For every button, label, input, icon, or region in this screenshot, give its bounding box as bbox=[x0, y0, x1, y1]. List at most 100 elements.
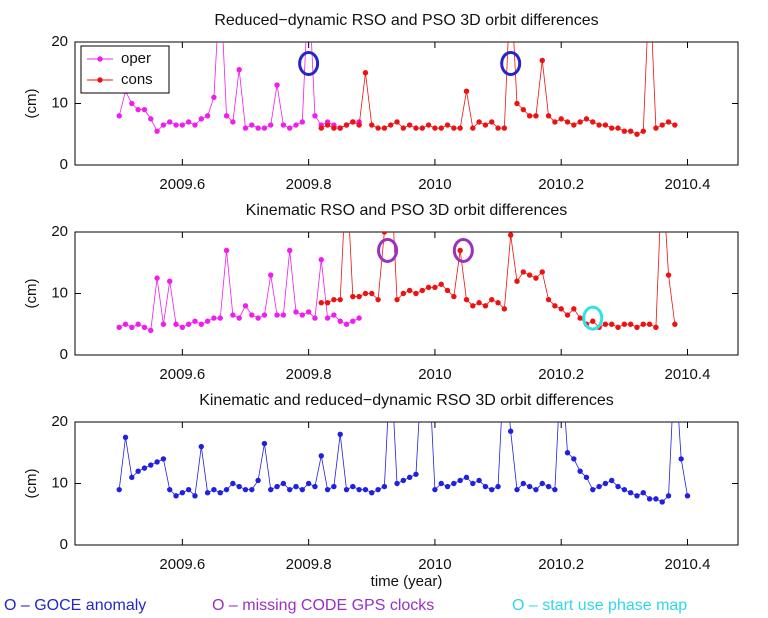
data-point bbox=[129, 324, 135, 331]
data-point bbox=[514, 486, 520, 493]
data-point bbox=[167, 278, 173, 284]
data-point bbox=[457, 477, 463, 484]
data-point bbox=[539, 480, 545, 487]
data-point bbox=[274, 312, 280, 318]
data-point bbox=[489, 119, 495, 125]
x-tick-label: 2009.6 bbox=[159, 556, 205, 573]
data-point bbox=[634, 324, 640, 331]
data-point bbox=[388, 122, 394, 128]
data-point bbox=[520, 269, 527, 275]
data-point bbox=[356, 315, 362, 321]
legend-dot bbox=[97, 77, 103, 83]
data-point bbox=[470, 480, 476, 487]
data-point bbox=[148, 116, 154, 122]
data-point bbox=[179, 324, 186, 331]
data-point bbox=[141, 106, 148, 113]
data-point bbox=[344, 168, 349, 173]
data-point bbox=[558, 306, 564, 312]
data-point bbox=[457, 125, 463, 131]
y-tick-label: 10 bbox=[51, 284, 68, 301]
x-tick-label: 2009.8 bbox=[286, 366, 332, 383]
y-axis-label: (cm) bbox=[23, 89, 40, 119]
data-point bbox=[609, 125, 615, 131]
data-point bbox=[406, 122, 413, 128]
data-point bbox=[223, 486, 230, 493]
data-point bbox=[653, 125, 659, 131]
data-point bbox=[406, 474, 413, 481]
data-point bbox=[249, 486, 255, 493]
data-point bbox=[217, 315, 223, 321]
data-point bbox=[116, 486, 122, 493]
data-point bbox=[293, 309, 299, 315]
data-point bbox=[356, 122, 362, 128]
data-point bbox=[564, 119, 571, 125]
data-point bbox=[590, 119, 596, 125]
data-point bbox=[526, 272, 533, 278]
data-point bbox=[432, 125, 438, 131]
y-tick-label: 0 bbox=[60, 346, 68, 363]
data-point bbox=[318, 256, 324, 263]
data-point bbox=[621, 128, 628, 134]
data-point bbox=[293, 483, 299, 490]
data-point bbox=[173, 122, 179, 128]
data-point bbox=[255, 477, 261, 484]
data-point bbox=[602, 480, 609, 487]
data-point bbox=[406, 287, 413, 294]
data-point bbox=[438, 281, 444, 287]
data-point bbox=[350, 318, 356, 324]
data-point bbox=[299, 486, 306, 493]
data-point bbox=[154, 128, 160, 134]
data-point bbox=[659, 499, 665, 505]
data-point bbox=[678, 456, 684, 462]
legend-dot bbox=[97, 56, 103, 62]
data-point bbox=[154, 275, 160, 281]
data-point bbox=[400, 290, 407, 297]
data-point bbox=[501, 306, 508, 312]
data-point bbox=[369, 122, 375, 128]
data-point bbox=[318, 453, 324, 459]
y-axis-label: (cm) bbox=[23, 469, 40, 499]
data-point bbox=[388, 168, 393, 173]
data-point bbox=[381, 125, 388, 131]
data-point bbox=[438, 480, 444, 487]
plot-frame bbox=[74, 231, 739, 356]
event-marker bbox=[582, 305, 604, 331]
data-point bbox=[665, 493, 672, 499]
data-point bbox=[615, 125, 621, 131]
x-tick-label: 2009.8 bbox=[286, 556, 332, 573]
data-point bbox=[141, 324, 148, 331]
data-point bbox=[400, 477, 407, 484]
y-tick-label: 0 bbox=[60, 536, 68, 553]
data-point bbox=[280, 122, 287, 128]
data-point bbox=[533, 113, 539, 119]
data-point bbox=[381, 232, 388, 235]
data-point bbox=[552, 486, 558, 493]
data-point bbox=[375, 486, 381, 493]
data-point bbox=[419, 287, 425, 294]
data-point bbox=[545, 113, 552, 119]
data-point bbox=[634, 131, 640, 137]
data-point bbox=[451, 293, 457, 300]
y-tick-label: 20 bbox=[51, 223, 68, 240]
data-point bbox=[324, 300, 331, 306]
legend-label: oper bbox=[121, 50, 151, 67]
data-point bbox=[160, 122, 167, 128]
data-point bbox=[160, 321, 167, 327]
data-point bbox=[502, 358, 507, 363]
data-point bbox=[343, 321, 350, 327]
data-point bbox=[230, 119, 236, 125]
data-point bbox=[533, 486, 539, 493]
data-point bbox=[318, 125, 324, 131]
data-point bbox=[318, 300, 324, 306]
data-point bbox=[116, 113, 122, 119]
data-point bbox=[438, 125, 444, 131]
data-point bbox=[451, 480, 457, 487]
data-point bbox=[268, 122, 274, 128]
data-point bbox=[312, 483, 318, 490]
data-point bbox=[558, 116, 564, 122]
data-point bbox=[350, 293, 356, 300]
data-point bbox=[388, 358, 393, 363]
data-point bbox=[268, 486, 274, 493]
data-point bbox=[255, 315, 261, 321]
